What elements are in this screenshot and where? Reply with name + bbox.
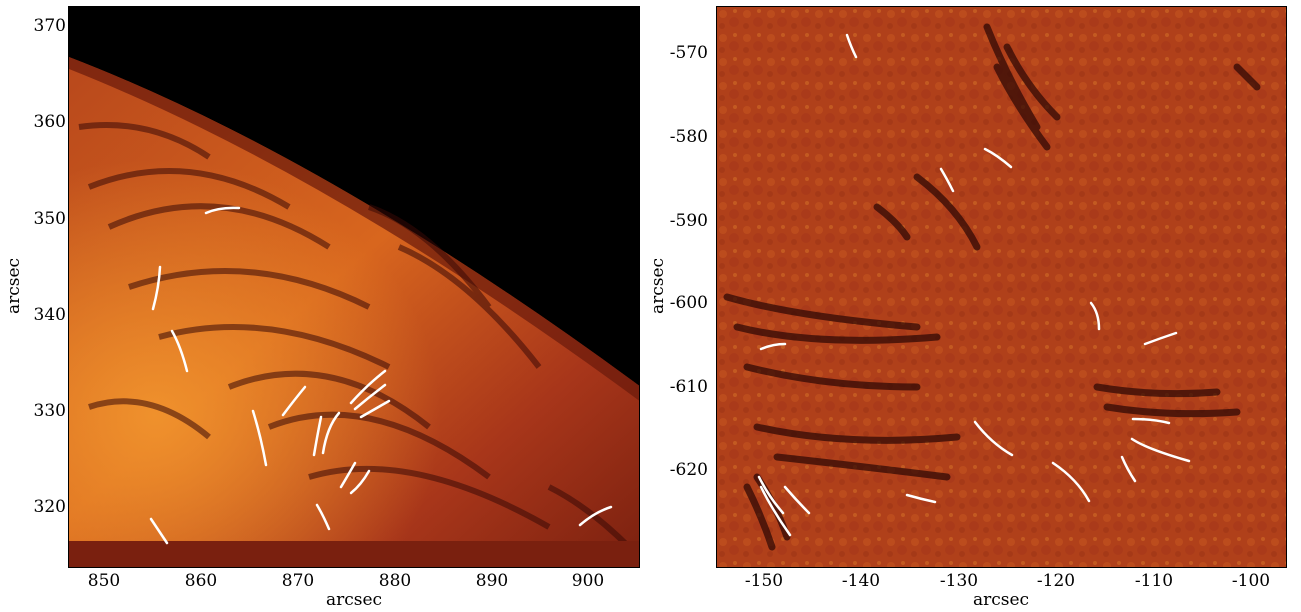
left-solar-image bbox=[68, 6, 640, 568]
right-xtick: -100 bbox=[1231, 571, 1271, 591]
right-xtick: -140 bbox=[841, 571, 881, 591]
right-xtick: -110 bbox=[1134, 571, 1174, 591]
right-ytick: -620 bbox=[669, 460, 708, 480]
right-solar-image bbox=[716, 6, 1287, 568]
left-ytick: 370 bbox=[33, 16, 66, 36]
right-xlabel: arcsec bbox=[972, 590, 1030, 610]
left-xtick: 870 bbox=[281, 571, 315, 591]
right-xtick: -150 bbox=[744, 571, 784, 591]
left-ytick: 360 bbox=[33, 112, 66, 132]
right-xtick: -120 bbox=[1036, 571, 1076, 591]
right-ytick: -610 bbox=[669, 377, 708, 397]
right-ylabel: arcsec bbox=[648, 257, 668, 315]
right-ytick: -600 bbox=[669, 293, 708, 313]
left-solar-svg bbox=[69, 7, 639, 567]
right-ytick: -580 bbox=[669, 127, 708, 147]
right-xtick: -130 bbox=[939, 571, 979, 591]
left-xtick: 890 bbox=[475, 571, 509, 591]
left-ytick: 340 bbox=[33, 305, 66, 325]
left-xtick: 860 bbox=[184, 571, 218, 591]
left-xtick: 880 bbox=[378, 571, 412, 591]
left-ytick: 320 bbox=[33, 497, 66, 517]
left-xlabel: arcsec bbox=[325, 590, 383, 610]
dark-fibrils bbox=[78, 122, 632, 550]
right-dark-fibrils bbox=[723, 23, 1261, 551]
left-ylabel: arcsec bbox=[4, 257, 24, 315]
right-solar-svg bbox=[717, 7, 1286, 567]
right-traced-features bbox=[757, 33, 1191, 537]
left-ytick: 330 bbox=[33, 401, 66, 421]
left-traced-features bbox=[149, 206, 613, 545]
right-ytick: -570 bbox=[669, 43, 708, 63]
left-xtick: 900 bbox=[571, 571, 605, 591]
left-xtick: 850 bbox=[87, 571, 121, 591]
left-ytick: 350 bbox=[33, 209, 66, 229]
right-ytick: -590 bbox=[669, 211, 708, 231]
